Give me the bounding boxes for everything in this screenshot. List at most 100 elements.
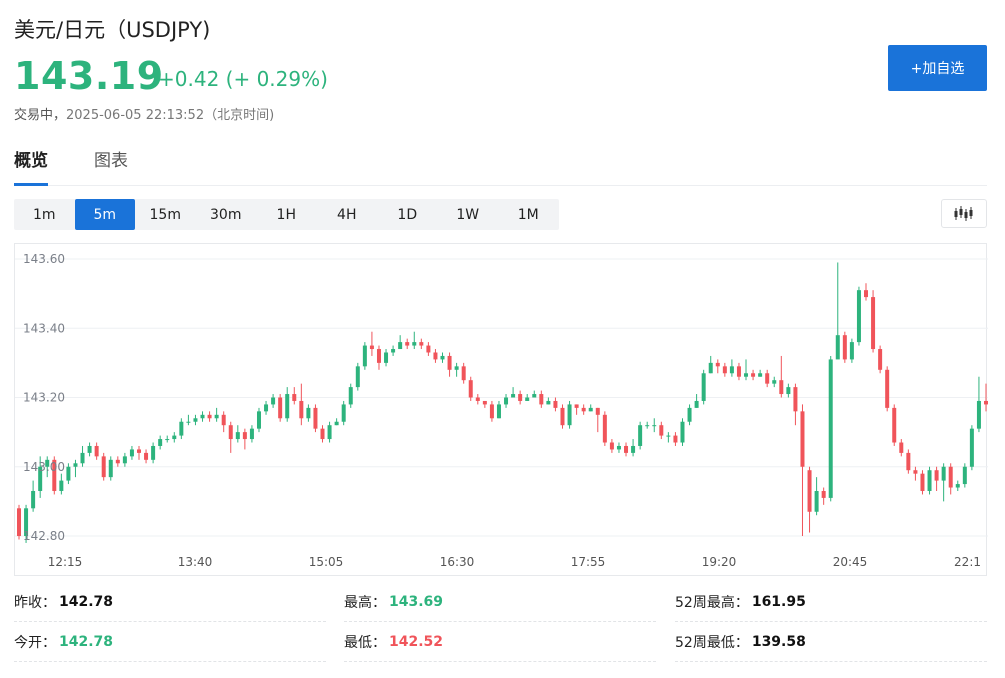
candle <box>687 404 692 426</box>
candle-body <box>878 349 883 370</box>
candle-body <box>856 290 861 343</box>
candle-body <box>864 290 869 298</box>
candle-body <box>976 400 981 429</box>
y-tick-label: 143.60 <box>23 252 65 266</box>
candle-body <box>779 380 784 395</box>
candle-body <box>151 445 156 460</box>
candle <box>475 394 480 405</box>
candle-body <box>228 425 233 440</box>
price-chart[interactable]: 143.60 143.40 143.20 143.00 142.80 12:15 13:4… <box>14 243 988 576</box>
candle-body <box>948 466 953 488</box>
candle <box>588 404 593 412</box>
period-1h[interactable]: 1H <box>276 206 296 223</box>
candle-body <box>129 449 134 457</box>
candle <box>207 411 212 422</box>
candle <box>24 504 29 543</box>
candle-body <box>553 400 558 408</box>
period-1mo[interactable]: 1M <box>517 206 539 223</box>
candle <box>482 400 487 408</box>
stat-52w-high: 52周最高： 161.95 <box>675 582 987 622</box>
candle <box>624 442 629 457</box>
stat-label: 今开： <box>14 634 56 651</box>
candle-body <box>602 414 607 443</box>
candle <box>976 376 981 433</box>
add-watchlist-button[interactable]: +加自选 <box>888 45 987 91</box>
candle <box>249 425 254 443</box>
candle <box>440 352 445 363</box>
candle <box>306 404 311 422</box>
candle <box>772 376 777 388</box>
chart-type-button[interactable] <box>941 199 987 228</box>
candle <box>271 394 276 408</box>
candle-body <box>687 407 692 422</box>
candle <box>871 290 876 353</box>
period-4h[interactable]: 4H <box>337 206 357 223</box>
candle-body <box>624 445 629 453</box>
candle <box>362 342 367 370</box>
candle-body <box>962 466 967 485</box>
candle-body <box>984 400 988 405</box>
candle-body <box>454 366 459 370</box>
candle <box>256 407 261 433</box>
candle-body <box>892 407 897 443</box>
candle-body <box>518 394 523 401</box>
candle-body <box>581 407 586 412</box>
candle <box>609 439 614 453</box>
candle <box>532 390 537 398</box>
period-30m[interactable]: 30m <box>210 206 242 223</box>
candle <box>200 411 205 422</box>
candle-body <box>355 366 360 388</box>
candle-body <box>306 407 311 419</box>
candle-body <box>758 373 763 377</box>
candle-body <box>200 414 205 419</box>
candle-body <box>800 411 805 467</box>
candle-body <box>193 418 198 422</box>
candle <box>652 418 657 433</box>
candle-body <box>814 490 819 512</box>
tab-overview[interactable]: 概览 <box>14 150 48 186</box>
candle <box>892 404 897 446</box>
period-1d[interactable]: 1D <box>397 206 418 223</box>
candle-body <box>574 404 579 408</box>
candle <box>384 349 389 367</box>
candle-body <box>729 366 734 374</box>
candle-body <box>87 445 92 453</box>
stat-label: 最高： <box>344 594 386 611</box>
candle-body <box>567 404 572 426</box>
candle-body <box>722 366 727 374</box>
x-tick-label: 12:15 <box>48 555 83 569</box>
candle <box>659 421 664 440</box>
candle <box>786 383 791 398</box>
candle-body <box>249 428 254 440</box>
stat-value: 142.52 <box>389 633 444 650</box>
candle-body <box>899 442 904 453</box>
period-5m[interactable]: 5m <box>74 199 135 230</box>
candle <box>278 394 283 422</box>
candle <box>800 404 805 536</box>
candle-body <box>511 394 516 398</box>
candle <box>694 394 699 408</box>
candle <box>235 425 240 443</box>
candle <box>842 331 847 363</box>
stat-prev-close: 昨收： 142.78 <box>14 582 326 622</box>
candle-body <box>525 397 530 401</box>
candle <box>722 362 727 377</box>
candlestick-chart: 143.60 143.40 143.20 143.00 142.80 12:15 13:4… <box>15 252 988 569</box>
period-15m[interactable]: 15m <box>149 206 181 223</box>
stat-52w-low: 52周最低： 139.58 <box>675 622 987 662</box>
period-selector: 1m 5m 15m 30m 1H 4H 1D 1W 1M <box>14 199 559 230</box>
candle-body <box>334 421 339 426</box>
candle <box>645 421 650 429</box>
candle <box>567 400 572 429</box>
stat-label: 昨收： <box>14 594 56 611</box>
instrument-title: 美元/日元（USDJPY) <box>14 18 211 42</box>
y-tick-label: 143.20 <box>23 391 65 405</box>
candle-body <box>242 432 247 440</box>
candle-body <box>913 470 918 474</box>
period-1w[interactable]: 1W <box>456 206 480 223</box>
candle-body <box>835 335 840 360</box>
tab-chart[interactable]: 图表 <box>94 151 128 171</box>
candle-body <box>751 373 756 377</box>
period-1m[interactable]: 1m <box>32 206 56 223</box>
candle <box>101 452 106 481</box>
